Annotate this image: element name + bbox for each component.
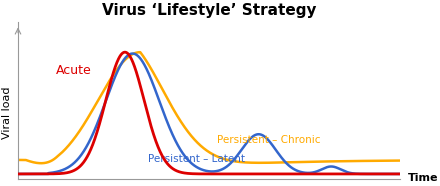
Text: Viral load: Viral load [2, 87, 11, 139]
Text: Persistent – Latent: Persistent – Latent [148, 154, 245, 164]
Text: Time: Time [407, 173, 438, 183]
Title: Virus ‘Lifestyle’ Strategy: Virus ‘Lifestyle’ Strategy [102, 3, 316, 18]
Text: Acute: Acute [56, 64, 92, 77]
Text: Persistent – Chronic: Persistent – Chronic [216, 135, 320, 145]
